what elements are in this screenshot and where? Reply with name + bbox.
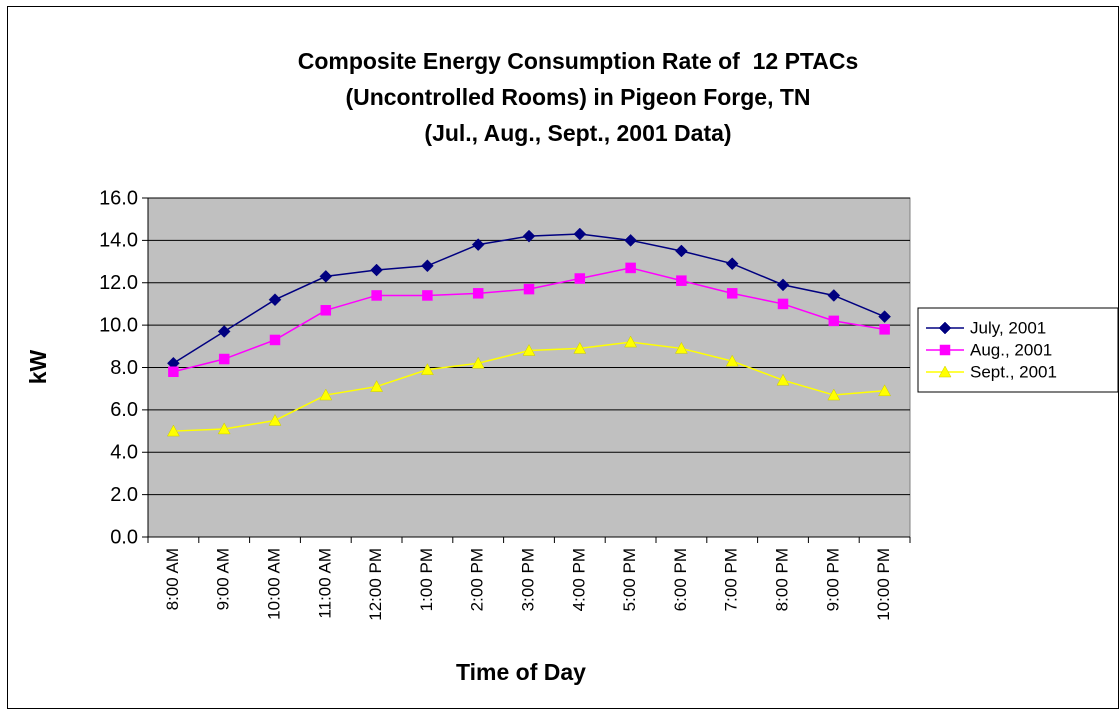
y-tick-label: 14.0 — [99, 230, 138, 252]
chart-title: (Jul., Aug., Sept., 2001 Data) — [424, 120, 731, 146]
data-point — [675, 244, 688, 258]
legend-marker — [939, 344, 951, 356]
data-point — [471, 356, 485, 369]
x-tick-label: 8:00 PM — [772, 548, 791, 611]
data-point — [625, 262, 636, 274]
data-point — [522, 344, 536, 356]
y-tick-label: 6.0 — [110, 399, 138, 421]
x-tick-label: 4:00 PM — [569, 548, 588, 611]
legend-marker — [938, 365, 952, 378]
data-point — [624, 335, 638, 348]
x-tick-label: 6:00 PM — [671, 548, 690, 611]
y-tick-label: 16.0 — [99, 187, 138, 209]
data-point — [168, 366, 179, 377]
series — [167, 227, 891, 370]
data-point — [421, 259, 434, 273]
data-point — [726, 288, 738, 299]
data-point — [269, 334, 281, 346]
data-point — [574, 273, 586, 284]
data-point — [879, 324, 890, 335]
x-tick-label: 2:00 PM — [468, 548, 487, 611]
data-point — [676, 275, 687, 286]
x-tick-label: 10:00 AM — [264, 548, 283, 620]
x-tick-label: 8:00 AM — [163, 548, 182, 610]
y-tick-label: 10.0 — [99, 314, 138, 336]
series — [168, 262, 890, 377]
data-point — [776, 373, 790, 386]
data-point — [573, 227, 587, 241]
data-point — [776, 278, 790, 292]
data-point — [319, 270, 333, 283]
data-point — [777, 298, 789, 310]
data-point — [217, 325, 231, 338]
y-tick-label: 0.0 — [110, 526, 138, 548]
data-point — [320, 305, 332, 316]
data-point — [573, 341, 587, 354]
data-point — [471, 238, 485, 251]
data-point — [828, 315, 840, 327]
y-tick-label: 2.0 — [110, 484, 138, 506]
data-point — [166, 424, 180, 437]
data-point — [268, 293, 282, 307]
data-point — [725, 257, 739, 271]
data-point — [268, 413, 282, 426]
y-tick-label: 8.0 — [110, 357, 138, 379]
y-tick-label: 4.0 — [110, 442, 138, 464]
data-point — [522, 229, 536, 243]
data-point — [371, 290, 382, 301]
data-point — [422, 290, 433, 301]
data-point — [420, 363, 434, 375]
data-point — [472, 288, 484, 299]
x-tick-label: 5:00 PM — [620, 548, 639, 611]
data-point — [319, 388, 333, 401]
data-point — [523, 283, 535, 295]
data-point — [217, 422, 231, 435]
data-point — [370, 263, 383, 277]
data-point — [827, 289, 841, 302]
y-axis-title: kW — [25, 349, 51, 384]
data-point — [674, 341, 688, 354]
x-tick-label: 9:00 AM — [214, 548, 233, 610]
x-tick-label: 12:00 PM — [366, 548, 385, 621]
legend-label: Sept., 2001 — [970, 362, 1057, 381]
data-point — [878, 384, 892, 397]
x-tick-label: 10:00 PM — [874, 548, 893, 621]
data-point — [370, 380, 384, 392]
x-axis-title: Time of Day — [456, 659, 586, 685]
x-tick-label: 11:00 AM — [315, 548, 334, 619]
chart-title: Composite Energy Consumption Rate of 12 … — [298, 48, 859, 74]
y-tick-label: 12.0 — [99, 272, 138, 294]
legend-label: Aug., 2001 — [970, 340, 1052, 359]
x-tick-label: 9:00 PM — [823, 548, 842, 611]
chart-title: (Uncontrolled Rooms) in Pigeon Forge, TN — [345, 84, 810, 110]
x-tick-label: 7:00 PM — [722, 548, 741, 611]
x-tick-label: 1:00 PM — [417, 548, 436, 611]
data-point — [827, 388, 841, 401]
series — [166, 335, 892, 437]
data-point — [624, 234, 637, 247]
x-tick-label: 3:00 PM — [518, 548, 537, 611]
data-point — [878, 310, 891, 324]
data-point — [218, 353, 230, 365]
legend-label: July, 2001 — [970, 318, 1046, 337]
legend-marker — [938, 321, 952, 335]
data-point — [725, 354, 739, 367]
